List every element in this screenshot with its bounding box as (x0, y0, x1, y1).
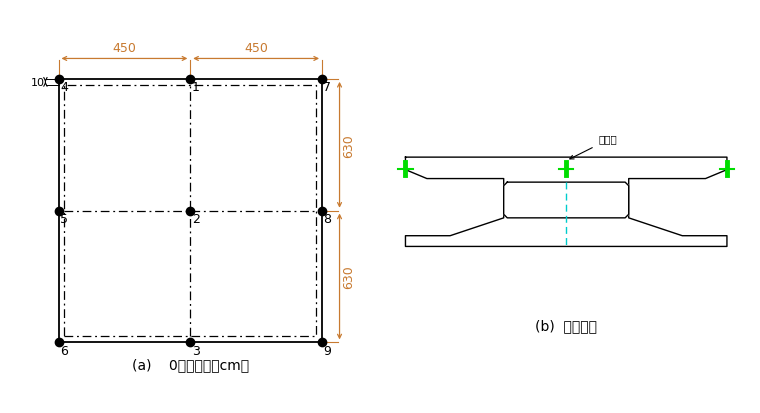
Text: 450: 450 (112, 42, 136, 55)
Text: (b)  支点断面: (b) 支点断面 (535, 318, 597, 332)
Text: 630: 630 (343, 133, 356, 157)
Text: 5: 5 (60, 213, 68, 225)
Text: 8: 8 (324, 213, 331, 225)
Text: 630: 630 (343, 265, 356, 289)
Text: 3: 3 (192, 344, 200, 357)
Text: 9: 9 (324, 344, 331, 357)
Text: 2: 2 (192, 213, 200, 225)
Text: 7: 7 (324, 81, 331, 94)
Text: 4: 4 (60, 81, 68, 94)
Polygon shape (504, 183, 629, 218)
Text: (a)    0号块单位：cm）: (a) 0号块单位：cm） (131, 357, 249, 371)
Text: 1: 1 (192, 81, 200, 94)
Text: 450: 450 (244, 42, 268, 55)
Text: 10: 10 (30, 78, 45, 88)
Polygon shape (406, 158, 727, 247)
Text: 标线处: 标线处 (598, 133, 617, 143)
Text: 6: 6 (60, 344, 68, 357)
